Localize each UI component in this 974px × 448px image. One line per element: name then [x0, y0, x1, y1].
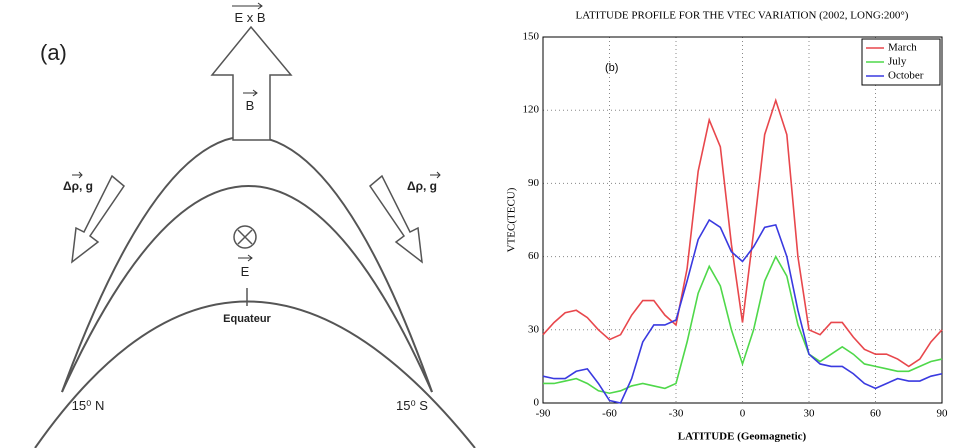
legend-label: July	[888, 56, 907, 68]
y-tick-label: 120	[523, 104, 540, 116]
panel-label: (b)	[605, 62, 618, 74]
x-tick-label: -30	[669, 408, 684, 420]
legend-label: October	[888, 70, 924, 82]
inner-field-line	[61, 185, 433, 393]
x-axis-label: LATITUDE (Geomagnetic)	[678, 431, 807, 443]
chart-title: LATITUDE PROFILE FOR THE VTEC VARIATION …	[576, 10, 909, 22]
x-tick-label: 60	[870, 408, 882, 420]
left-arrow	[71, 174, 126, 264]
x-tick-label: -60	[602, 408, 617, 420]
series-line	[542, 97, 943, 368]
y-axis-label: VTEC(TECU)	[506, 187, 518, 252]
label: E	[241, 264, 250, 279]
exb-arrow	[210, 25, 293, 141]
x-tick-label: 90	[937, 408, 949, 420]
label: B	[246, 98, 255, 113]
label: Δρ, g	[407, 179, 437, 193]
legend-label: March	[888, 42, 917, 54]
x-tick-label: 30	[804, 408, 816, 420]
plot-frame	[542, 36, 943, 404]
y-tick-label: 30	[528, 323, 540, 335]
label: 15⁰ S	[396, 398, 428, 413]
label: Equateur	[223, 313, 271, 325]
y-tick-label: 0	[534, 397, 540, 409]
x-tick-label: -90	[536, 408, 551, 420]
label: 15⁰ N	[72, 398, 105, 413]
y-tick-label: 90	[528, 177, 540, 189]
label: E x B	[234, 10, 265, 25]
y-tick-label: 150	[523, 31, 540, 43]
chart: LATITUDE PROFILE FOR THE VTEC VARIATION …	[506, 10, 948, 443]
diagram: (a) E x B B Δρ, g Δρ, g E Equateur 15⁰ N…	[34, 2, 476, 448]
y-tick-label: 60	[528, 250, 540, 262]
label: Δρ, g	[63, 179, 93, 193]
series-line	[543, 254, 943, 395]
e-field-symbol	[233, 225, 257, 249]
panel-label: (a)	[40, 40, 67, 65]
series-line	[542, 218, 943, 404]
e-field-cross	[237, 229, 253, 245]
vector-marks	[72, 2, 441, 262]
right-arrow	[368, 174, 423, 264]
x-tick-label: 0	[740, 408, 746, 420]
